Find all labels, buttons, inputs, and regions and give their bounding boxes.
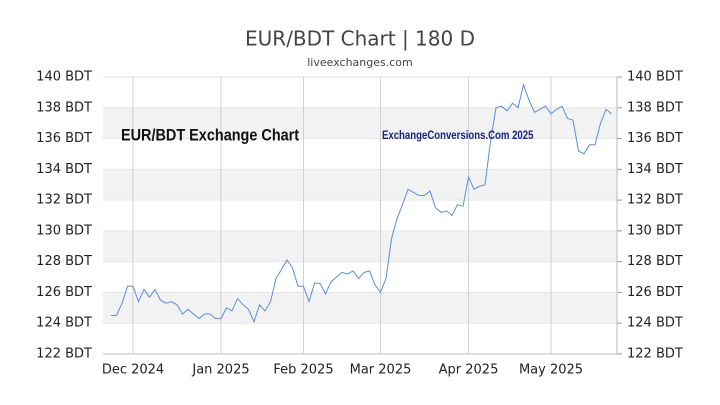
watermark: EUR/BDT Exchange Chart bbox=[121, 126, 300, 144]
x-tick-label: Feb 2025 bbox=[273, 363, 333, 378]
y-tick-label: 140 BDT bbox=[36, 70, 92, 85]
series-line bbox=[111, 82, 612, 324]
grid-band bbox=[103, 169, 617, 201]
chart-title: EUR/BDT Chart | 180 D bbox=[245, 27, 475, 51]
y2-tick-label: 126 BDT bbox=[627, 285, 683, 300]
y2-tick-label: 124 BDT bbox=[627, 316, 683, 331]
y-tick-label: 130 BDT bbox=[36, 223, 92, 238]
y-tick-label: 124 BDT bbox=[36, 316, 92, 331]
y2-tick-label: 140 BDT bbox=[627, 70, 683, 85]
x-tick-label: Dec 2024 bbox=[102, 363, 164, 378]
y-tick-label: 126 BDT bbox=[36, 285, 92, 300]
y-tick-label: 136 BDT bbox=[36, 131, 92, 146]
y2-tick-label: 128 BDT bbox=[627, 254, 683, 269]
x-tick-label: Mar 2025 bbox=[350, 363, 412, 378]
y-tick-label: 128 BDT bbox=[36, 254, 92, 269]
x-tick-label: Apr 2025 bbox=[439, 363, 499, 378]
y2-tick-label: 130 BDT bbox=[627, 223, 683, 238]
x-tick-label: May 2025 bbox=[519, 363, 583, 378]
watermark: ExchangeConversions.Com 2025 bbox=[382, 129, 533, 142]
grid-band bbox=[103, 292, 617, 324]
x-tick-label: Jan 2025 bbox=[191, 363, 249, 378]
y-tick-label: 132 BDT bbox=[36, 193, 92, 208]
y2-tick-label: 132 BDT bbox=[627, 193, 683, 208]
y2-tick-label: 136 BDT bbox=[627, 131, 683, 146]
y2-tick-label: 122 BDT bbox=[627, 347, 683, 362]
plot-area: 122 BDT 122 BDT 124 BDT 124 BDT 126 BDT 126 B… bbox=[36, 70, 683, 378]
y-tick-label: 134 BDT bbox=[36, 162, 92, 177]
y2-tick-label: 134 BDT bbox=[627, 162, 683, 177]
y-tick-label: 138 BDT bbox=[36, 100, 92, 115]
y2-tick-label: 138 BDT bbox=[627, 100, 683, 115]
y-tick-label: 122 BDT bbox=[36, 347, 92, 362]
grid-band bbox=[103, 107, 617, 139]
chart-subtitle: liveexchanges.com bbox=[307, 56, 412, 69]
grid-band bbox=[103, 230, 617, 262]
